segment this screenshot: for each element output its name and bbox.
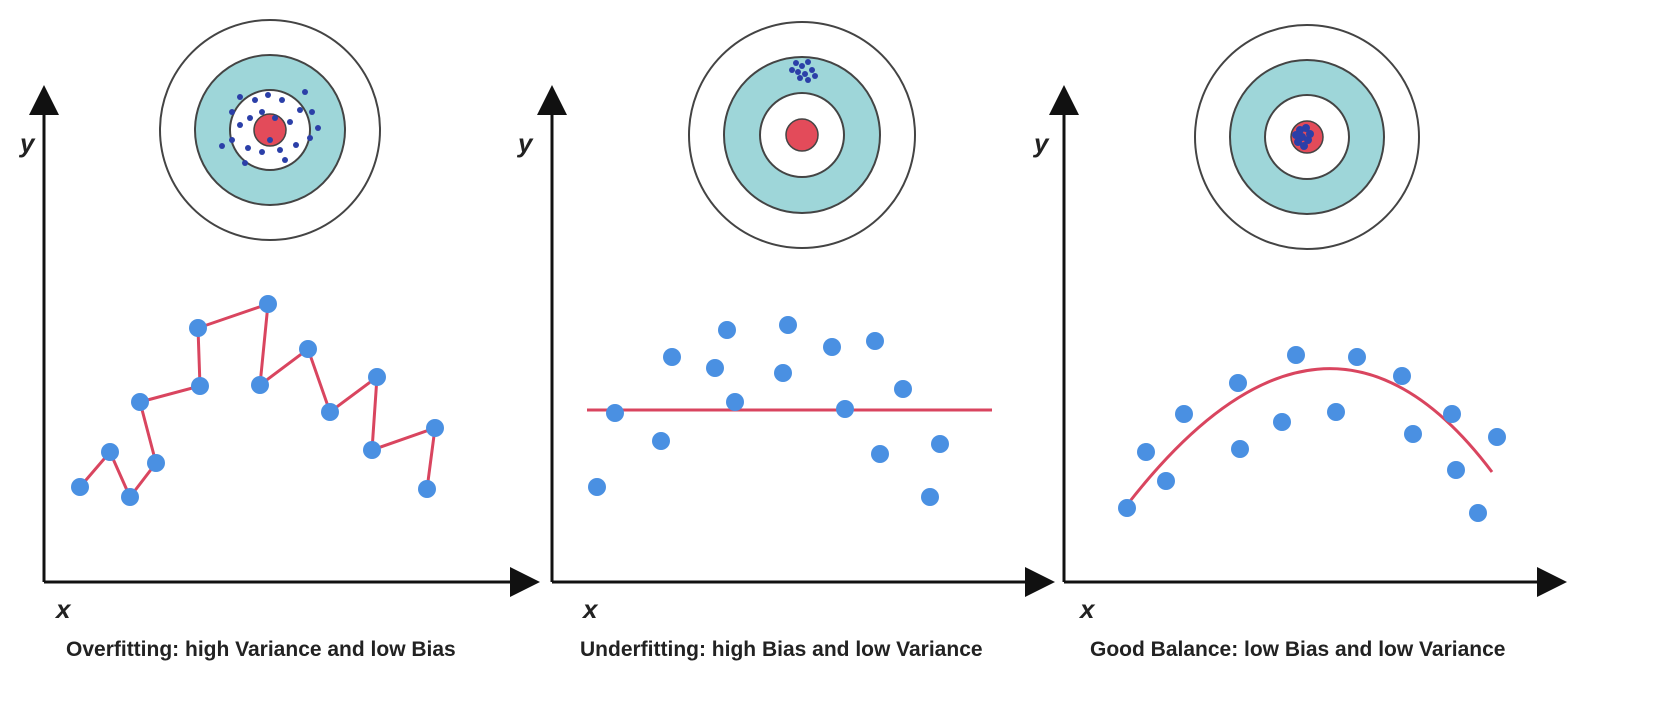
panel-overfitting: y x Overfitting: high Variance and low B… bbox=[0, 0, 540, 713]
target-good-balance bbox=[1194, 24, 1420, 250]
points-underfitting bbox=[588, 316, 949, 506]
target-overfitting bbox=[159, 19, 381, 241]
x-axis-label: x bbox=[583, 594, 598, 624]
points-overfitting bbox=[71, 295, 444, 506]
x-axis-label: x bbox=[56, 594, 71, 624]
fit-smooth-curve bbox=[1125, 367, 1494, 506]
caption-good-balance: Good Balance: low Bias and low Variance bbox=[1090, 638, 1506, 661]
underfitting-graphic bbox=[537, 21, 1055, 597]
y-axis-label: y bbox=[518, 128, 533, 158]
points-good-balance bbox=[1118, 346, 1506, 522]
x-axis-label: x bbox=[1080, 594, 1095, 624]
target-underfitting bbox=[688, 21, 916, 249]
shots-overfitting bbox=[219, 89, 321, 166]
caption-overfitting: Overfitting: high Variance and low Bias bbox=[66, 638, 456, 661]
shots-good-balance bbox=[1292, 124, 1314, 150]
good-balance-graphic bbox=[1049, 24, 1567, 597]
caption-underfitting: Underfitting: high Bias and low Variance bbox=[580, 638, 983, 661]
y-axis-label: y bbox=[20, 128, 35, 158]
panel-good-balance: y x Good Balance: low Bias and low Varia… bbox=[1034, 0, 1659, 713]
y-axis-label: y bbox=[1034, 128, 1049, 158]
shots-underfitting bbox=[789, 59, 818, 83]
overfitting-graphic bbox=[29, 19, 540, 597]
panel-underfitting: y x Underfitting: high Bias and low Vari… bbox=[518, 0, 1060, 713]
